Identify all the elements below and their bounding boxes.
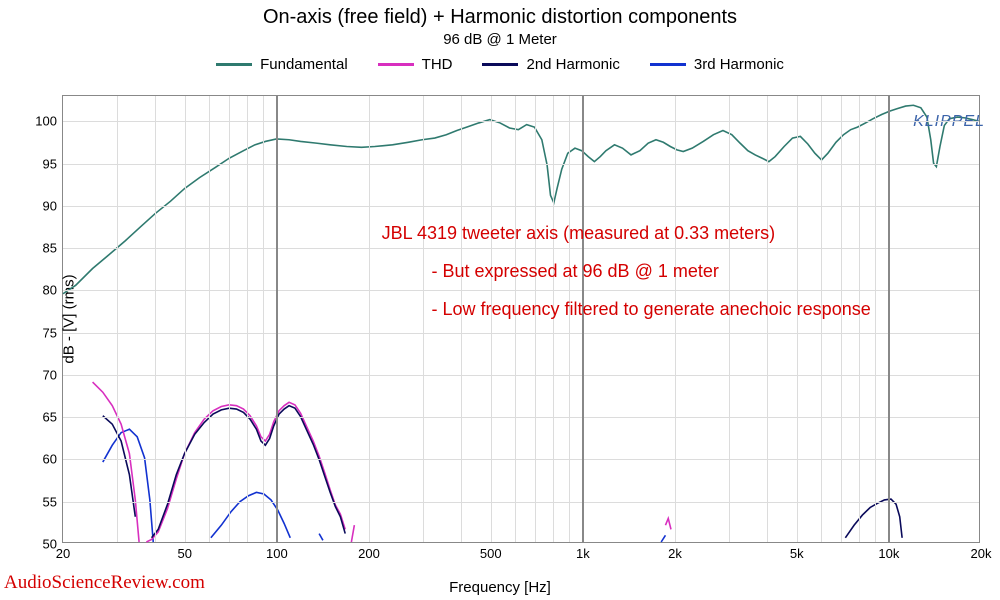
trace-thd xyxy=(665,518,671,529)
ytick-label: 100 xyxy=(35,114,63,129)
trace-h2 xyxy=(152,406,346,538)
annotation: - Low frequency filtered to generate ane… xyxy=(431,299,870,320)
gridline-v-major xyxy=(888,96,890,542)
xtick-label: 200 xyxy=(358,542,380,561)
trace-thd xyxy=(146,402,345,542)
legend-swatch xyxy=(378,63,414,66)
xtick-label: 50 xyxy=(178,542,192,561)
footer-credit: AudioScienceReview.com xyxy=(4,572,205,594)
ytick-label: 70 xyxy=(43,367,63,382)
gridline-v-minor xyxy=(369,96,370,542)
gridline-v-minor xyxy=(263,96,264,542)
xtick-label: 100 xyxy=(266,542,288,561)
gridline-v-minor xyxy=(229,96,230,542)
ytick-label: 80 xyxy=(43,283,63,298)
ytick-label: 75 xyxy=(43,325,63,340)
xtick-label: 500 xyxy=(480,542,502,561)
legend-swatch xyxy=(482,63,518,66)
ytick-label: 55 xyxy=(43,494,63,509)
trace-thd xyxy=(351,525,354,542)
xtick-label: 5k xyxy=(790,542,804,561)
gridline-v-minor xyxy=(185,96,186,542)
annotation: - But expressed at 96 dB @ 1 meter xyxy=(431,261,718,282)
legend-item-thd: THD xyxy=(378,56,453,73)
gridline-v-minor xyxy=(247,96,248,542)
legend-label: 2nd Harmonic xyxy=(526,56,619,73)
xtick-label: 10k xyxy=(878,542,899,561)
gridline-v-minor xyxy=(155,96,156,542)
chart-title: On-axis (free field) + Harmonic distorti… xyxy=(0,0,1000,29)
legend-label: THD xyxy=(422,56,453,73)
gridline-v-minor xyxy=(875,96,876,542)
ytick-label: 90 xyxy=(43,198,63,213)
trace-thd xyxy=(93,382,139,542)
ytick-label: 65 xyxy=(43,410,63,425)
ytick-label: 60 xyxy=(43,452,63,467)
chart-subtitle: 96 dB @ 1 Meter xyxy=(0,31,1000,48)
plot-area: dB - [V] (rms) KLIPPEL 50556065707580859… xyxy=(62,95,980,543)
chart-container: On-axis (free field) + Harmonic distorti… xyxy=(0,0,1000,600)
legend-swatch xyxy=(650,63,686,66)
legend-label: 3rd Harmonic xyxy=(694,56,784,73)
xtick-label: 20k xyxy=(971,542,992,561)
legend-item-h3: 3rd Harmonic xyxy=(650,56,784,73)
legend-label: Fundamental xyxy=(260,56,348,73)
gridline-v-major xyxy=(276,96,278,542)
x-axis-label: Frequency [Hz] xyxy=(449,579,551,596)
trace-h2 xyxy=(845,499,902,538)
legend-swatch xyxy=(216,63,252,66)
legend: Fundamental THD 2nd Harmonic 3rd Harmoni… xyxy=(0,56,1000,73)
annotation: JBL 4319 tweeter axis (measured at 0.33 … xyxy=(382,223,776,244)
xtick-label: 1k xyxy=(576,542,590,561)
xtick-label: 2k xyxy=(668,542,682,561)
ytick-label: 95 xyxy=(43,156,63,171)
trace-h3 xyxy=(319,534,323,541)
xtick-label: 20 xyxy=(56,542,70,561)
gridline-v-minor xyxy=(423,96,424,542)
trace-h3 xyxy=(661,535,665,542)
ytick-label: 85 xyxy=(43,241,63,256)
legend-item-fundamental: Fundamental xyxy=(216,56,348,73)
legend-item-h2: 2nd Harmonic xyxy=(482,56,619,73)
gridline-v-minor xyxy=(209,96,210,542)
trace-h3 xyxy=(211,492,290,537)
gridline-v-minor xyxy=(117,96,118,542)
